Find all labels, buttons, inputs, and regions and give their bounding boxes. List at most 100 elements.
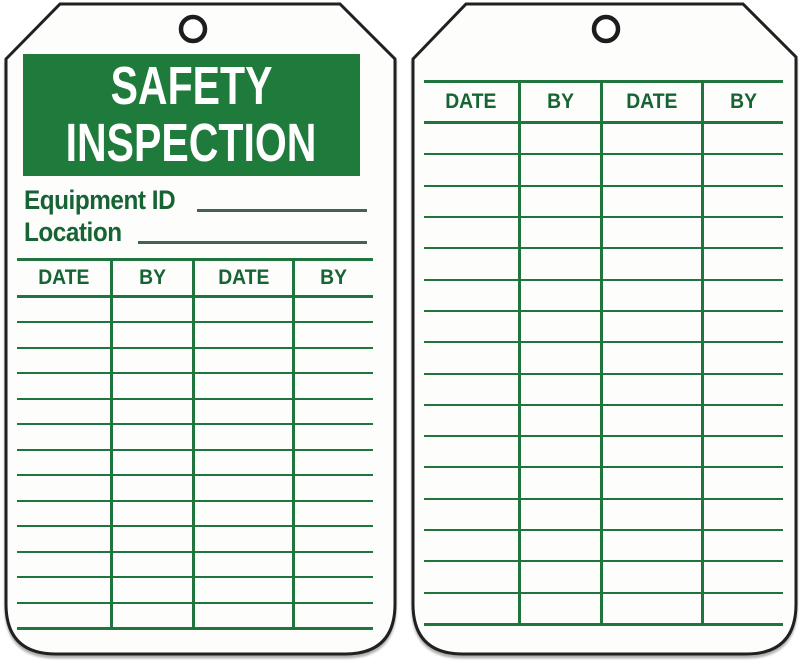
- table-body: [17, 298, 373, 631]
- table-cell-blank: [295, 578, 373, 601]
- table-row: [17, 527, 373, 553]
- table-cell-blank: [603, 437, 704, 467]
- title-line-1: SAFETY: [110, 56, 273, 116]
- table-header-row: DATE BY DATE BY: [424, 80, 783, 124]
- table-row: [17, 501, 373, 528]
- table-row: [17, 476, 373, 502]
- table-cell-blank: [424, 468, 521, 498]
- table-cell-blank: [603, 531, 704, 561]
- table-cell-blank: [295, 476, 373, 499]
- table-cell-blank: [603, 468, 704, 498]
- hang-hole-icon: [178, 14, 208, 44]
- table-cell-blank: [195, 450, 295, 475]
- table-cell-blank: [704, 124, 783, 153]
- table-cell-blank: [295, 502, 373, 525]
- table-row: [17, 578, 373, 604]
- table-row: [424, 405, 783, 438]
- table-cell-blank: [295, 527, 373, 550]
- table-cell-blank: [424, 124, 521, 154]
- table-header-row: DATE BY DATE BY: [17, 258, 373, 298]
- table-row: [424, 437, 783, 469]
- title-banner: SAFETY INSPECTION: [23, 54, 360, 176]
- table-cell-blank: [17, 527, 114, 551]
- table-cell-blank: [295, 553, 373, 576]
- table-row: [424, 531, 783, 563]
- table-cell-blank: [603, 311, 704, 342]
- table-cell-blank: [295, 323, 373, 346]
- column-header-date-1: DATE: [424, 83, 521, 121]
- table-cell-blank: [113, 552, 195, 577]
- table-cell-blank: [603, 280, 704, 310]
- table-cell-blank: [17, 603, 114, 628]
- table-cell-blank: [424, 217, 521, 248]
- table-cell-blank: [521, 343, 604, 373]
- table-cell-blank: [195, 578, 295, 602]
- table-cell-blank: [295, 451, 373, 474]
- table-cell-blank: [521, 499, 604, 530]
- table-cell-blank: [521, 217, 604, 248]
- location-blank-line: [137, 241, 367, 244]
- table-cell-blank: [704, 187, 783, 216]
- table-cell-blank: [17, 348, 114, 373]
- table-cell-blank: [521, 249, 604, 279]
- table-row: [424, 374, 783, 406]
- table-cell-blank: [521, 155, 604, 185]
- table-cell-blank: [704, 468, 783, 497]
- table-cell-blank: [17, 374, 114, 398]
- table-cell-blank: [295, 349, 373, 372]
- table-cell-blank: [195, 374, 295, 398]
- table-cell-blank: [113, 501, 195, 526]
- table-cell-blank: [113, 348, 195, 373]
- column-header-by-1: BY: [521, 83, 604, 121]
- table-cell-blank: [704, 218, 783, 247]
- equipment-id-field: Equipment ID: [24, 183, 367, 215]
- tag-outline: [411, 2, 798, 656]
- table-cell-blank: [113, 527, 195, 551]
- table-cell-blank: [521, 468, 604, 498]
- column-header-date-2: DATE: [603, 83, 704, 121]
- table-cell-blank: [424, 374, 521, 404]
- table-cell-blank: [521, 593, 604, 623]
- table-cell-blank: [113, 450, 195, 475]
- table-cell-blank: [195, 476, 295, 500]
- table-row: [17, 399, 373, 426]
- table-cell-blank: [704, 531, 783, 560]
- table-row: [17, 450, 373, 477]
- header-label: BY: [730, 90, 757, 113]
- table-cell-blank: [113, 323, 195, 347]
- table-cell-blank: [113, 603, 195, 628]
- title-line-2: INSPECTION: [66, 113, 317, 173]
- table-cell-blank: [17, 323, 114, 347]
- table-cell-blank: [295, 604, 373, 627]
- table-cell-blank: [704, 155, 783, 184]
- table-row: [424, 593, 783, 626]
- table-row: [424, 343, 783, 375]
- column-header-date-1: DATE: [17, 261, 114, 295]
- table-cell-blank: [704, 562, 783, 591]
- table-cell-blank: [704, 249, 783, 278]
- table-cell-blank: [521, 562, 604, 592]
- table-cell-blank: [113, 298, 195, 322]
- table-cell-blank: [521, 280, 604, 310]
- table-cell-blank: [521, 405, 604, 436]
- table-cell-blank: [603, 124, 704, 154]
- table-cell-blank: [704, 437, 783, 466]
- table-cell-blank: [17, 501, 114, 526]
- table-cell-blank: [704, 594, 783, 623]
- tag-back-shape: [411, 2, 798, 656]
- column-header-by-2: BY: [295, 261, 373, 295]
- inspection-log-table-back: DATE BY DATE BY: [424, 80, 783, 626]
- table-cell-blank: [424, 593, 521, 623]
- table-cell-blank: [17, 578, 114, 602]
- header-label: BY: [139, 266, 166, 289]
- table-cell-blank: [424, 531, 521, 561]
- table-cell-blank: [113, 425, 195, 449]
- table-cell-blank: [113, 374, 195, 398]
- tag-back: DATE BY DATE BY: [411, 2, 798, 656]
- table-row: [424, 186, 783, 218]
- table-cell-blank: [195, 323, 295, 347]
- table-cell-blank: [603, 186, 704, 216]
- table-cell-blank: [603, 249, 704, 279]
- table-row: [17, 425, 373, 451]
- table-cell-blank: [424, 155, 521, 185]
